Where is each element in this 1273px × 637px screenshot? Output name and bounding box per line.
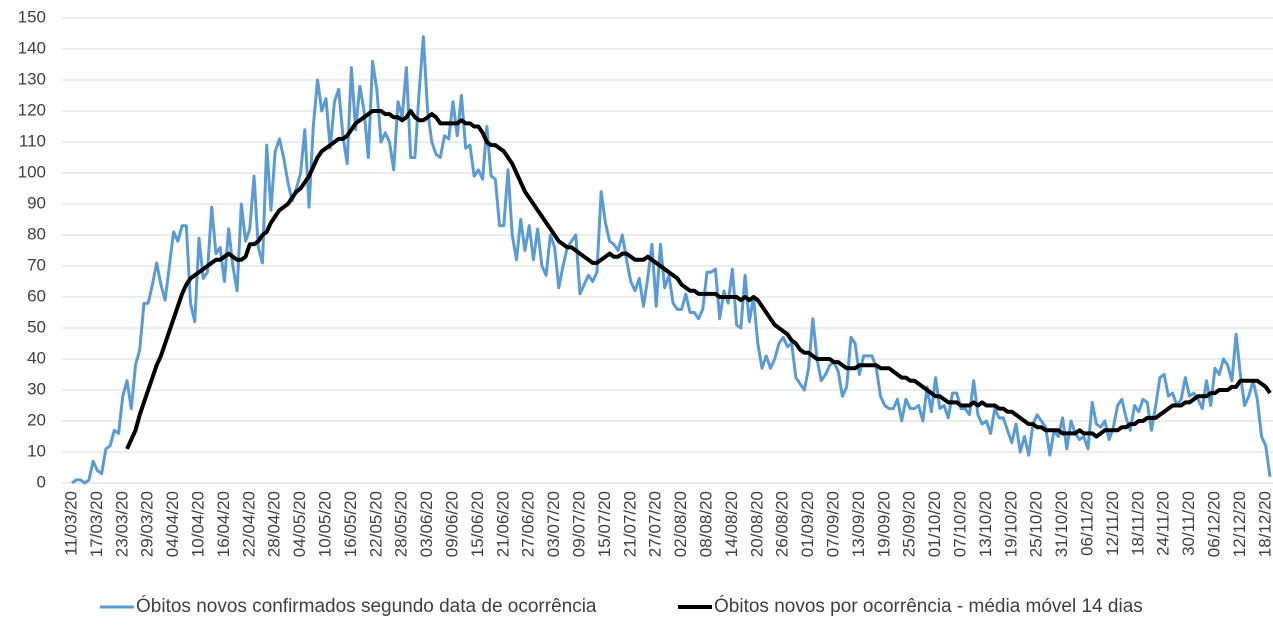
x-tick-label: 08/08/20 bbox=[696, 491, 715, 557]
x-tick-label: 31/10/20 bbox=[1052, 491, 1071, 557]
x-tick-label: 19/09/20 bbox=[874, 491, 893, 557]
x-tick-label: 22/04/20 bbox=[239, 491, 258, 557]
x-tick-label: 25/09/20 bbox=[900, 491, 919, 557]
x-tick-label: 11/03/20 bbox=[61, 491, 80, 556]
legend-label: Óbitos novos por ocorrência - média móve… bbox=[714, 595, 1143, 617]
x-tick-label: 03/07/20 bbox=[544, 491, 563, 557]
x-tick-label: 27/07/20 bbox=[646, 491, 665, 557]
x-tick-label: 01/10/20 bbox=[925, 491, 944, 557]
y-tick-label: 0 bbox=[37, 472, 46, 491]
x-tick-label: 18/11/20 bbox=[1128, 491, 1147, 556]
x-tick-label: 17/03/20 bbox=[87, 491, 106, 557]
y-tick-label: 150 bbox=[18, 7, 46, 26]
y-tick-label: 20 bbox=[27, 410, 46, 429]
x-tick-label: 12/12/20 bbox=[1230, 491, 1249, 557]
x-tick-label: 15/06/20 bbox=[468, 491, 487, 557]
y-tick-label: 50 bbox=[27, 317, 46, 336]
x-tick-label: 21/06/20 bbox=[493, 491, 512, 557]
x-tick-label: 27/06/20 bbox=[519, 491, 538, 557]
series-line bbox=[71, 35, 1272, 485]
y-tick-label: 90 bbox=[27, 193, 46, 212]
x-tick-label: 13/09/20 bbox=[849, 491, 868, 557]
x-tick-label: 22/05/20 bbox=[366, 491, 385, 557]
x-tick-label: 09/07/20 bbox=[569, 491, 588, 557]
x-tick-label: 24/11/20 bbox=[1154, 491, 1173, 556]
x-tick-label: 26/08/20 bbox=[773, 491, 792, 557]
y-tick-label: 10 bbox=[27, 441, 46, 460]
x-tick-label: 06/11/20 bbox=[1077, 491, 1096, 556]
x-tick-label: 16/05/20 bbox=[341, 491, 360, 557]
x-tick-label: 10/04/20 bbox=[188, 491, 207, 557]
y-tick-label: 110 bbox=[19, 131, 46, 150]
x-tick-label: 28/05/20 bbox=[392, 491, 411, 557]
x-tick-label: 19/10/20 bbox=[1001, 491, 1020, 557]
x-tick-label: 10/05/20 bbox=[315, 491, 334, 557]
x-tick-label: 06/12/20 bbox=[1204, 491, 1223, 557]
x-tick-label: 25/10/20 bbox=[1027, 491, 1046, 557]
x-tick-label: 02/08/20 bbox=[671, 491, 690, 557]
x-tick-label: 13/10/20 bbox=[976, 491, 995, 557]
x-tick-label: 01/09/20 bbox=[798, 491, 817, 557]
x-tick-label: 15/07/20 bbox=[595, 491, 614, 557]
y-tick-label: 80 bbox=[27, 224, 46, 243]
y-tick-label: 30 bbox=[27, 379, 46, 398]
x-tick-label: 09/06/20 bbox=[442, 491, 461, 557]
x-tick-label: 12/11/20 bbox=[1103, 491, 1122, 556]
y-tick-label: 70 bbox=[27, 255, 46, 274]
series-line bbox=[125, 109, 1272, 450]
x-tick-label: 30/11/20 bbox=[1179, 491, 1198, 556]
x-tick-label: 04/04/20 bbox=[163, 491, 182, 557]
x-tick-label: 14/08/20 bbox=[722, 491, 741, 557]
x-tick-label: 07/09/20 bbox=[823, 491, 842, 557]
x-tick-label: 16/04/20 bbox=[214, 491, 233, 557]
y-tick-label: 140 bbox=[18, 38, 46, 57]
x-tick-label: 04/05/20 bbox=[290, 491, 309, 557]
y-tick-label: 120 bbox=[18, 100, 46, 119]
y-tick-label: 100 bbox=[18, 162, 46, 181]
x-tick-label: 23/03/20 bbox=[112, 491, 131, 557]
x-tick-label: 29/03/20 bbox=[138, 491, 157, 557]
x-tick-label: 28/04/20 bbox=[265, 491, 284, 557]
legend-label: Óbitos novos confirmados segundo data de… bbox=[136, 595, 597, 617]
x-tick-label: 07/10/20 bbox=[950, 491, 969, 557]
y-tick-label: 40 bbox=[27, 348, 46, 367]
x-tick-label: 20/08/20 bbox=[747, 491, 766, 557]
x-tick-label: 21/07/20 bbox=[620, 491, 639, 557]
y-tick-label: 130 bbox=[18, 69, 46, 88]
x-tick-label: 03/06/20 bbox=[417, 491, 436, 557]
y-tick-label: 60 bbox=[27, 286, 46, 305]
x-tick-label: 18/12/20 bbox=[1255, 491, 1273, 557]
